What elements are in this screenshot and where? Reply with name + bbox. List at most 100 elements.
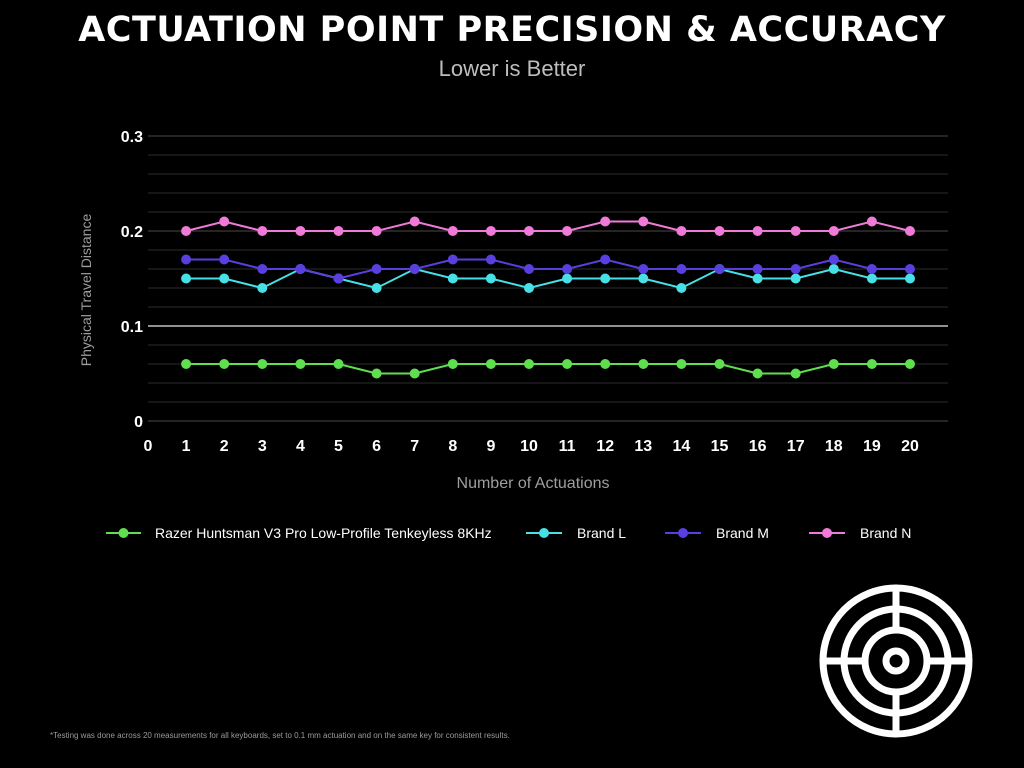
y-tick-label: 0.2 xyxy=(121,224,143,241)
data-point xyxy=(333,226,344,236)
x-tick-label: 8 xyxy=(448,438,457,455)
data-point xyxy=(485,254,496,265)
data-point xyxy=(257,264,268,274)
data-point xyxy=(181,273,192,284)
data-point xyxy=(714,359,725,369)
data-point xyxy=(181,254,192,265)
data-point xyxy=(524,283,534,293)
chart-title: ACTUATION POINT PRECISION & ACCURACY xyxy=(78,10,946,50)
series-line-1 xyxy=(186,267,910,290)
x-tick-label: 10 xyxy=(520,438,538,455)
y-tick-label: 0.1 xyxy=(121,319,143,336)
x-tick-label: 15 xyxy=(711,438,729,455)
data-point xyxy=(828,226,839,236)
data-point xyxy=(676,359,687,369)
x-tick-label: 11 xyxy=(559,438,576,455)
legend-label: Razer Huntsman V3 Pro Low-Profile Tenkey… xyxy=(155,525,492,541)
data-point xyxy=(790,368,801,379)
data-point xyxy=(600,254,611,265)
x-tick-label: 18 xyxy=(825,438,843,455)
series-line-0 xyxy=(186,363,910,375)
x-tick-label: 14 xyxy=(673,438,691,455)
data-point xyxy=(409,368,420,379)
data-point xyxy=(600,216,611,227)
x-tick-label: 19 xyxy=(863,438,881,455)
data-point xyxy=(676,283,687,293)
data-point xyxy=(295,359,306,369)
data-point xyxy=(866,359,877,369)
x-tick-label: 12 xyxy=(596,438,614,455)
data-point xyxy=(638,359,649,369)
data-point xyxy=(219,359,230,369)
legend-marker xyxy=(539,528,549,538)
data-point xyxy=(676,264,687,274)
data-point xyxy=(524,226,534,236)
x-tick-label: 20 xyxy=(901,438,919,455)
data-point xyxy=(181,226,192,236)
x-tick-label: 1 xyxy=(182,438,191,455)
data-point xyxy=(219,273,230,284)
x-tick-label: 3 xyxy=(258,438,267,455)
data-point xyxy=(333,359,344,369)
data-point xyxy=(790,226,801,236)
data-point xyxy=(638,216,649,227)
data-point xyxy=(371,264,382,274)
data-point xyxy=(219,254,230,265)
data-point xyxy=(866,264,877,274)
data-point xyxy=(905,264,915,274)
data-point xyxy=(295,264,306,274)
legend-label: Brand M xyxy=(716,525,769,541)
data-point xyxy=(295,226,306,236)
data-point xyxy=(790,273,801,284)
data-point xyxy=(866,273,877,284)
data-point xyxy=(905,226,915,236)
target-icon xyxy=(819,584,973,738)
x-tick-label: 5 xyxy=(334,438,343,455)
data-point xyxy=(371,226,382,236)
data-point xyxy=(714,264,725,274)
legend-marker xyxy=(118,528,129,538)
data-point xyxy=(524,359,534,369)
data-point xyxy=(828,254,839,265)
data-point xyxy=(866,216,877,227)
data-point xyxy=(181,359,192,369)
data-point xyxy=(485,359,496,369)
data-point xyxy=(447,359,458,369)
data-point xyxy=(752,226,763,236)
data-point xyxy=(485,226,496,236)
data-point xyxy=(905,359,915,369)
data-point xyxy=(562,264,573,274)
x-axis-title: Number of Actuations xyxy=(457,475,610,492)
data-point xyxy=(257,359,268,369)
data-point xyxy=(562,273,573,284)
data-point xyxy=(409,264,420,274)
y-tick-label: 0 xyxy=(134,414,143,431)
x-tick-label: 16 xyxy=(749,438,767,455)
data-point xyxy=(371,283,382,293)
data-point xyxy=(752,368,763,379)
x-tick-label: 6 xyxy=(372,438,381,455)
data-point xyxy=(714,226,725,236)
data-point xyxy=(562,226,573,236)
data-point xyxy=(485,273,496,284)
data-point xyxy=(524,264,534,274)
data-point xyxy=(752,273,763,284)
x-tick-label: 13 xyxy=(634,438,652,455)
data-point xyxy=(447,226,458,236)
data-point xyxy=(828,359,839,369)
data-point xyxy=(562,359,573,369)
data-point xyxy=(676,226,687,236)
data-point xyxy=(447,254,458,265)
data-point xyxy=(447,273,458,284)
y-tick-label: 0.3 xyxy=(121,129,143,146)
x-tick-label: 0 xyxy=(144,438,153,455)
x-tick-label: 4 xyxy=(296,438,305,455)
data-point xyxy=(638,273,649,284)
series-line-3 xyxy=(185,220,911,232)
x-tick-label: 9 xyxy=(486,438,495,455)
legend-label: Brand L xyxy=(577,525,626,541)
data-point xyxy=(638,264,649,274)
x-tick-label: 2 xyxy=(220,438,229,455)
data-point xyxy=(371,368,382,379)
